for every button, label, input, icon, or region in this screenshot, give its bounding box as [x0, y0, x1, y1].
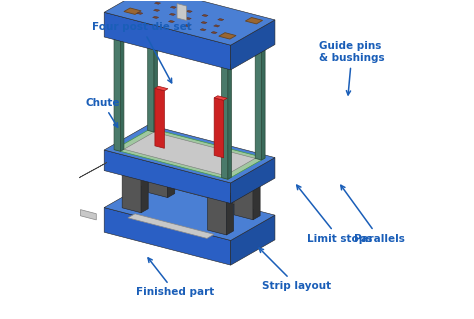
Polygon shape	[104, 0, 275, 45]
Polygon shape	[120, 36, 124, 151]
Polygon shape	[76, 162, 107, 180]
Polygon shape	[124, 132, 255, 175]
Polygon shape	[255, 45, 262, 160]
Text: Finished part: Finished part	[136, 258, 214, 297]
Polygon shape	[208, 189, 234, 198]
Polygon shape	[104, 125, 275, 183]
Polygon shape	[155, 86, 168, 91]
Polygon shape	[168, 20, 174, 23]
Polygon shape	[185, 17, 191, 20]
Polygon shape	[231, 20, 275, 70]
Polygon shape	[186, 10, 192, 12]
Text: Chute: Chute	[85, 98, 120, 127]
Polygon shape	[168, 157, 175, 197]
Polygon shape	[114, 128, 265, 179]
Polygon shape	[149, 156, 168, 197]
Polygon shape	[227, 194, 234, 235]
Polygon shape	[153, 16, 159, 19]
Polygon shape	[170, 6, 176, 8]
Polygon shape	[234, 178, 253, 220]
Polygon shape	[231, 215, 275, 265]
Polygon shape	[137, 12, 143, 14]
Polygon shape	[149, 152, 175, 160]
Polygon shape	[253, 179, 260, 220]
Polygon shape	[141, 172, 148, 213]
Polygon shape	[201, 21, 207, 24]
Polygon shape	[128, 214, 214, 238]
Polygon shape	[211, 32, 217, 34]
Polygon shape	[262, 45, 265, 160]
Text: Strip layout: Strip layout	[259, 248, 331, 291]
Text: Limit stops: Limit stops	[297, 185, 372, 243]
Polygon shape	[214, 25, 220, 27]
Polygon shape	[124, 8, 141, 14]
Polygon shape	[221, 64, 228, 179]
Polygon shape	[155, 88, 164, 148]
Polygon shape	[122, 171, 141, 213]
Polygon shape	[231, 158, 275, 204]
Polygon shape	[200, 29, 206, 31]
Polygon shape	[234, 174, 260, 183]
Text: Parallels: Parallels	[341, 185, 405, 243]
Polygon shape	[219, 33, 236, 39]
Polygon shape	[154, 9, 160, 11]
Polygon shape	[114, 37, 120, 151]
Polygon shape	[104, 12, 231, 70]
Polygon shape	[208, 193, 227, 235]
Polygon shape	[122, 167, 148, 176]
Polygon shape	[104, 182, 275, 241]
Polygon shape	[104, 150, 231, 204]
Polygon shape	[154, 17, 157, 132]
Polygon shape	[155, 2, 161, 4]
Polygon shape	[214, 96, 227, 100]
Polygon shape	[177, 4, 187, 20]
Polygon shape	[202, 14, 208, 17]
Polygon shape	[169, 13, 175, 16]
Polygon shape	[104, 208, 231, 265]
Polygon shape	[246, 18, 263, 24]
Text: Guide pins
& bushings: Guide pins & bushings	[319, 41, 385, 95]
Polygon shape	[218, 19, 224, 21]
Polygon shape	[228, 64, 231, 179]
Polygon shape	[81, 210, 96, 220]
Polygon shape	[214, 98, 224, 158]
Polygon shape	[184, 25, 191, 27]
Polygon shape	[148, 17, 154, 132]
Text: Four post die set: Four post die set	[91, 22, 191, 83]
